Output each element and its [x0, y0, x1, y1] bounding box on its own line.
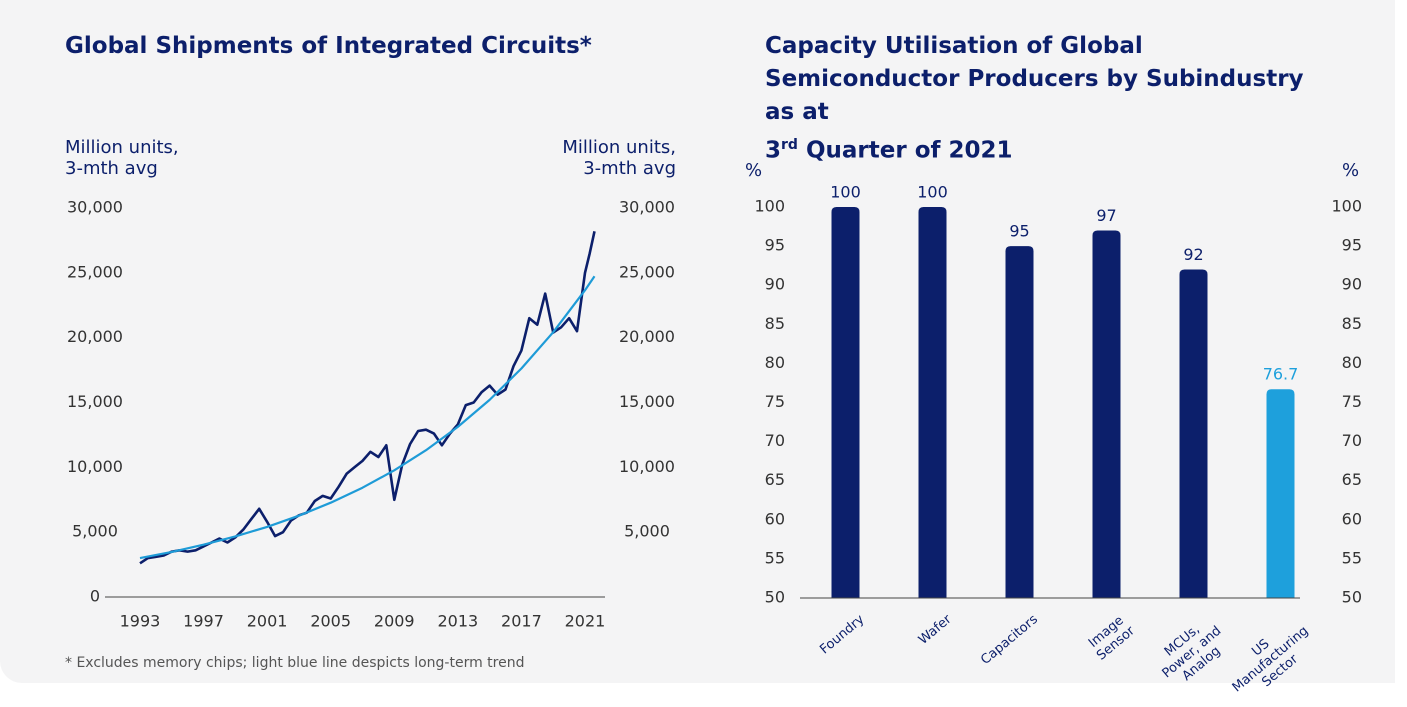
tick-label: 5,000	[72, 522, 118, 541]
tick-label: 10,000	[67, 457, 123, 476]
tick-label: 25,000	[619, 262, 675, 281]
chart-title: Capacity Utilisation of Global Semicondu…	[765, 30, 1325, 168]
y-axis-label: Million units, 3-mth avg	[65, 137, 179, 179]
tick-label: 20,000	[67, 327, 123, 346]
tick-label: 60	[765, 509, 785, 528]
x-tick-label: 2009	[374, 612, 415, 631]
value-label: 100	[917, 183, 948, 202]
footnote: * Excludes memory chips; light blue line…	[65, 655, 525, 671]
x-tick-label: 2001	[247, 612, 288, 631]
x-tick-label: 1997	[183, 612, 224, 631]
tick-label: 75	[765, 392, 785, 411]
panel	[0, 0, 1395, 683]
tick-label: 85	[765, 314, 785, 333]
x-tick-label: 2013	[437, 612, 478, 631]
value-label: 76.7	[1263, 365, 1299, 384]
tick-label: 30,000	[67, 198, 123, 217]
x-tick-label: 2021	[565, 612, 606, 631]
tick-label: 10,000	[619, 457, 675, 476]
value-label: 92	[1183, 245, 1203, 264]
tick-label: 50	[765, 588, 785, 607]
bar	[1179, 269, 1208, 598]
title-text: Capacity Utilisation of Global Semicondu…	[765, 33, 1304, 125]
x-tick-label: 2005	[310, 612, 351, 631]
line-series	[139, 231, 596, 565]
title-end: Quarter of 2021	[805, 137, 1013, 164]
title-ordinal: 3	[765, 137, 782, 164]
tick-label: 85	[1342, 314, 1362, 333]
tick-label: 75	[1342, 392, 1362, 411]
value-label: 95	[1009, 222, 1029, 241]
value-label: 100	[830, 183, 861, 202]
tick-label: 0	[90, 587, 100, 606]
tick-label: 20,000	[619, 327, 675, 346]
tick-label: 55	[765, 548, 785, 567]
tick-label: 30,000	[619, 198, 675, 217]
chart-title: Global Shipments of Integrated Circuits*	[65, 33, 592, 59]
x-tick-label: 1993	[120, 612, 161, 631]
tick-label: 25,000	[67, 262, 123, 281]
tick-label: 65	[1342, 470, 1362, 489]
y2-axis-label: %	[1342, 160, 1360, 181]
tick-label: 60	[1342, 509, 1362, 528]
bar	[1092, 230, 1121, 598]
bar	[831, 207, 860, 598]
bar	[1005, 246, 1034, 598]
tick-label: 70	[765, 431, 785, 450]
y2-axis-label: Million units, 3-mth avg	[562, 137, 676, 179]
tick-label: 100	[754, 197, 785, 216]
tick-label: 70	[1342, 431, 1362, 450]
tick-label: 55	[1342, 548, 1362, 567]
bar	[918, 207, 947, 598]
tick-label: 95	[1342, 236, 1362, 255]
tick-label: 80	[1342, 353, 1362, 372]
tick-label: 80	[765, 353, 785, 372]
tick-label: 95	[765, 236, 785, 255]
tick-label: 90	[1342, 275, 1362, 294]
bar	[1266, 389, 1295, 598]
tick-label: 15,000	[619, 392, 675, 411]
line-series	[139, 275, 596, 560]
y-axis-label: %	[745, 160, 763, 181]
tick-label: 50	[1342, 588, 1362, 607]
tick-label: 90	[765, 275, 785, 294]
title-suffix: rd	[781, 137, 798, 153]
x-tick-label: 2017	[501, 612, 542, 631]
value-label: 97	[1096, 206, 1116, 225]
tick-label: 5,000	[624, 522, 670, 541]
tick-label: 65	[765, 470, 785, 489]
tick-label: 100	[1331, 197, 1362, 216]
tick-label: 15,000	[67, 392, 123, 411]
